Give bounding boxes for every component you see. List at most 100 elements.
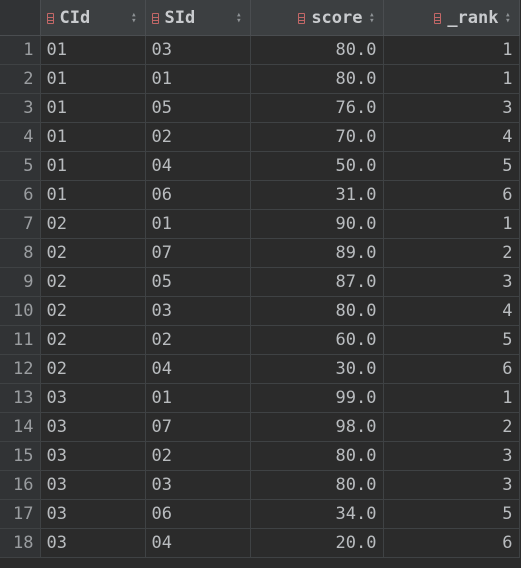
row-number[interactable]: 3 bbox=[0, 93, 41, 123]
cell-score[interactable]: 70.0 bbox=[250, 122, 384, 152]
cell-cid[interactable]: 02 bbox=[40, 238, 146, 268]
row-number[interactable]: 14 bbox=[0, 412, 41, 442]
table-row[interactable]: 11 02 02 60.0 5 bbox=[0, 325, 520, 355]
sort-arrows-icon[interactable]: ▴ ▾ bbox=[369, 9, 375, 26]
cell-rank[interactable]: 6 bbox=[383, 180, 520, 210]
cell-rank[interactable]: 1 bbox=[383, 35, 520, 65]
cell-score[interactable]: 31.0 bbox=[250, 180, 384, 210]
table-row[interactable]: 10 02 03 80.0 4 bbox=[0, 296, 520, 326]
cell-cid[interactable]: 02 bbox=[40, 267, 146, 297]
cell-rank[interactable]: 5 bbox=[383, 151, 520, 181]
cell-sid[interactable]: 02 bbox=[145, 441, 251, 471]
cell-sid[interactable]: 04 bbox=[145, 354, 251, 384]
cell-sid[interactable]: 01 bbox=[145, 64, 251, 94]
cell-cid[interactable]: 03 bbox=[40, 499, 146, 529]
cell-rank[interactable]: 5 bbox=[383, 325, 520, 355]
cell-score[interactable]: 50.0 bbox=[250, 151, 384, 181]
column-header-sid[interactable]: SId ▴ ▾ bbox=[145, 0, 251, 36]
sort-arrows-icon[interactable]: ▴ ▾ bbox=[505, 9, 511, 26]
row-number[interactable]: 10 bbox=[0, 296, 41, 326]
cell-score[interactable]: 30.0 bbox=[250, 354, 384, 384]
table-row[interactable]: 18 03 04 20.0 6 bbox=[0, 528, 520, 558]
cell-score[interactable]: 80.0 bbox=[250, 64, 384, 94]
cell-rank[interactable]: 3 bbox=[383, 441, 520, 471]
cell-sid[interactable]: 02 bbox=[145, 122, 251, 152]
row-number[interactable]: 1 bbox=[0, 35, 41, 65]
cell-rank[interactable]: 2 bbox=[383, 238, 520, 268]
table-row[interactable]: 12 02 04 30.0 6 bbox=[0, 354, 520, 384]
cell-sid[interactable]: 05 bbox=[145, 93, 251, 123]
cell-rank[interactable]: 1 bbox=[383, 209, 520, 239]
cell-sid[interactable]: 05 bbox=[145, 267, 251, 297]
row-number[interactable]: 12 bbox=[0, 354, 41, 384]
cell-score[interactable]: 80.0 bbox=[250, 470, 384, 500]
cell-rank[interactable]: 1 bbox=[383, 64, 520, 94]
table-row[interactable]: 15 03 02 80.0 3 bbox=[0, 441, 520, 471]
cell-sid[interactable]: 06 bbox=[145, 499, 251, 529]
cell-sid[interactable]: 04 bbox=[145, 528, 251, 558]
table-row[interactable]: 3 01 05 76.0 3 bbox=[0, 93, 520, 123]
cell-rank[interactable]: 3 bbox=[383, 93, 520, 123]
cell-score[interactable]: 89.0 bbox=[250, 238, 384, 268]
table-row[interactable]: 7 02 01 90.0 1 bbox=[0, 209, 520, 239]
cell-sid[interactable]: 07 bbox=[145, 238, 251, 268]
cell-sid[interactable]: 07 bbox=[145, 412, 251, 442]
cell-score[interactable]: 20.0 bbox=[250, 528, 384, 558]
column-header-score[interactable]: score ▴ ▾ bbox=[250, 0, 384, 36]
row-number[interactable]: 18 bbox=[0, 528, 41, 558]
cell-score[interactable]: 99.0 bbox=[250, 383, 384, 413]
row-number[interactable]: 11 bbox=[0, 325, 41, 355]
cell-sid[interactable]: 03 bbox=[145, 470, 251, 500]
cell-score[interactable]: 98.0 bbox=[250, 412, 384, 442]
cell-rank[interactable]: 4 bbox=[383, 122, 520, 152]
cell-cid[interactable]: 01 bbox=[40, 180, 146, 210]
cell-sid[interactable]: 02 bbox=[145, 325, 251, 355]
cell-score[interactable]: 76.0 bbox=[250, 93, 384, 123]
cell-rank[interactable]: 3 bbox=[383, 267, 520, 297]
cell-cid[interactable]: 01 bbox=[40, 151, 146, 181]
cell-rank[interactable]: 6 bbox=[383, 528, 520, 558]
table-row[interactable]: 13 03 01 99.0 1 bbox=[0, 383, 520, 413]
table-row[interactable]: 17 03 06 34.0 5 bbox=[0, 499, 520, 529]
row-number[interactable]: 2 bbox=[0, 64, 41, 94]
cell-cid[interactable]: 02 bbox=[40, 296, 146, 326]
cell-cid[interactable]: 03 bbox=[40, 412, 146, 442]
cell-cid[interactable]: 01 bbox=[40, 64, 146, 94]
cell-cid[interactable]: 03 bbox=[40, 441, 146, 471]
row-number[interactable]: 17 bbox=[0, 499, 41, 529]
cell-sid[interactable]: 06 bbox=[145, 180, 251, 210]
cell-cid[interactable]: 02 bbox=[40, 325, 146, 355]
cell-score[interactable]: 80.0 bbox=[250, 35, 384, 65]
column-header-cid[interactable]: CId ▴ ▾ bbox=[40, 0, 146, 36]
table-row[interactable]: 5 01 04 50.0 5 bbox=[0, 151, 520, 181]
row-number[interactable]: 4 bbox=[0, 122, 41, 152]
cell-rank[interactable]: 1 bbox=[383, 383, 520, 413]
row-number[interactable]: 7 bbox=[0, 209, 41, 239]
cell-cid[interactable]: 03 bbox=[40, 470, 146, 500]
cell-sid[interactable]: 03 bbox=[145, 296, 251, 326]
cell-rank[interactable]: 3 bbox=[383, 470, 520, 500]
cell-score[interactable]: 60.0 bbox=[250, 325, 384, 355]
row-number[interactable]: 9 bbox=[0, 267, 41, 297]
row-number-header[interactable] bbox=[0, 0, 41, 36]
row-number[interactable]: 13 bbox=[0, 383, 41, 413]
cell-sid[interactable]: 04 bbox=[145, 151, 251, 181]
row-number[interactable]: 5 bbox=[0, 151, 41, 181]
cell-cid[interactable]: 03 bbox=[40, 383, 146, 413]
cell-score[interactable]: 90.0 bbox=[250, 209, 384, 239]
cell-cid[interactable]: 02 bbox=[40, 354, 146, 384]
cell-cid[interactable]: 01 bbox=[40, 93, 146, 123]
sort-arrows-icon[interactable]: ▴ ▾ bbox=[131, 9, 137, 26]
cell-cid[interactable]: 02 bbox=[40, 209, 146, 239]
table-row[interactable]: 16 03 03 80.0 3 bbox=[0, 470, 520, 500]
cell-rank[interactable]: 2 bbox=[383, 412, 520, 442]
cell-sid[interactable]: 03 bbox=[145, 35, 251, 65]
cell-rank[interactable]: 4 bbox=[383, 296, 520, 326]
cell-sid[interactable]: 01 bbox=[145, 209, 251, 239]
cell-rank[interactable]: 6 bbox=[383, 354, 520, 384]
table-row[interactable]: 8 02 07 89.0 2 bbox=[0, 238, 520, 268]
cell-score[interactable]: 87.0 bbox=[250, 267, 384, 297]
column-header-rank[interactable]: _rank ▴ ▾ bbox=[383, 0, 520, 36]
table-row[interactable]: 4 01 02 70.0 4 bbox=[0, 122, 520, 152]
cell-rank[interactable]: 5 bbox=[383, 499, 520, 529]
